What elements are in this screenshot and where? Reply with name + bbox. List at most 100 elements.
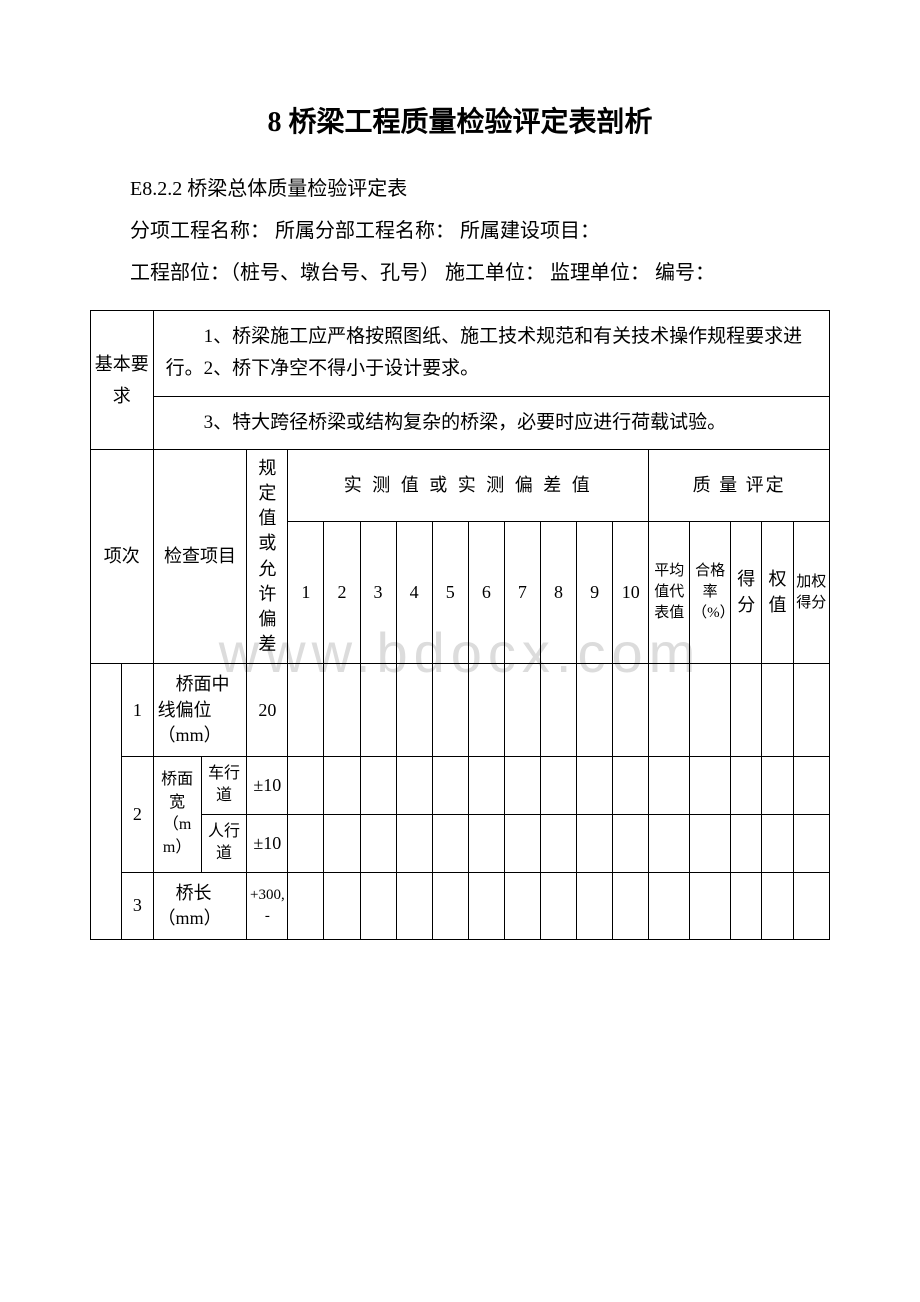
- r1-v10: [613, 664, 649, 757]
- r2b-v1: [288, 814, 324, 872]
- r1-v1: [288, 664, 324, 757]
- r2a-v1: [288, 756, 324, 814]
- r3-spec: +300,-: [247, 872, 288, 939]
- col-m5: 5: [432, 521, 468, 664]
- r1-wscore: [793, 664, 829, 757]
- r1-v5: [432, 664, 468, 757]
- r2b-v3: [360, 814, 396, 872]
- r3-avg: [649, 872, 690, 939]
- r2-sub1: 车行道: [201, 756, 247, 814]
- r1-spec: 20: [247, 664, 288, 757]
- r2-spec2: ±10: [247, 814, 288, 872]
- r1-v7: [504, 664, 540, 757]
- req-text-1: 1、桥梁施工应严格按照图纸、施工技术规范和有关技术操作规程要求进行。2、桥下净空…: [153, 311, 829, 397]
- r2b-v9: [577, 814, 613, 872]
- r2-spec1: ±10: [247, 756, 288, 814]
- r3-v4: [396, 872, 432, 939]
- document-title: 8 桥梁工程质量检验评定表剖析: [90, 100, 830, 140]
- col-m3: 3: [360, 521, 396, 664]
- r2b-v10: [613, 814, 649, 872]
- r3-item: 桥长（mm）: [153, 872, 247, 939]
- r2b-v6: [468, 814, 504, 872]
- req-row-1: 基本要求 1、桥梁施工应严格按照图纸、施工技术规范和有关技术操作规程要求进行。2…: [91, 311, 830, 397]
- r2a-v8: [540, 756, 576, 814]
- col-item: 检查项目: [153, 449, 247, 664]
- r3-v2: [324, 872, 360, 939]
- col-m1: 1: [288, 521, 324, 664]
- r1-weight: [762, 664, 793, 757]
- r1-v4: [396, 664, 432, 757]
- col-avg: 平均值代表值: [649, 521, 690, 664]
- col-seq: 项次: [91, 449, 154, 664]
- r2a-v6: [468, 756, 504, 814]
- r3-weight: [762, 872, 793, 939]
- r2b-weight: [762, 814, 793, 872]
- r2b-v8: [540, 814, 576, 872]
- r3-wscore: [793, 872, 829, 939]
- meta-line-2: 工程部位：（桩号、墩台号、孔号） 施工单位： 监理单位： 编号：: [90, 254, 830, 292]
- r2-seq: 2: [122, 756, 153, 872]
- r2a-v4: [396, 756, 432, 814]
- r1-v6: [468, 664, 504, 757]
- r2b-v2: [324, 814, 360, 872]
- col-m7: 7: [504, 521, 540, 664]
- r1-seq: 1: [122, 664, 153, 757]
- r3-v3: [360, 872, 396, 939]
- r1-item: 桥面中线偏位（mm）: [153, 664, 247, 757]
- r3-pass: [690, 872, 731, 939]
- col-quality: 质 量 评定: [649, 449, 830, 521]
- header-row-1: 项次 检查项目 规定值或允许偏差 实 测 值 或 实 测 偏 差 值 质 量 评…: [91, 449, 830, 521]
- r2b-v4: [396, 814, 432, 872]
- col-spec: 规定值或允许偏差: [247, 449, 288, 664]
- section-label: 基本要求: [91, 311, 154, 450]
- req-text-2: 3、特大跨径桥梁或结构复杂的桥梁，必要时应进行荷载试验。: [153, 396, 829, 449]
- col-m8: 8: [540, 521, 576, 664]
- col-m6: 6: [468, 521, 504, 664]
- r2a-v5: [432, 756, 468, 814]
- r2a-v7: [504, 756, 540, 814]
- col-measured: 实 测 值 或 实 测 偏 差 值: [288, 449, 649, 521]
- col-m2: 2: [324, 521, 360, 664]
- r3-v9: [577, 872, 613, 939]
- r3-seq: 3: [122, 872, 153, 939]
- r3-v6: [468, 872, 504, 939]
- col-wscore: 加权得分: [793, 521, 829, 664]
- r3-v5: [432, 872, 468, 939]
- r2a-v9: [577, 756, 613, 814]
- req-row-2: 3、特大跨径桥梁或结构复杂的桥梁，必要时应进行荷载试验。: [91, 396, 830, 449]
- r2a-pass: [690, 756, 731, 814]
- r2b-avg: [649, 814, 690, 872]
- r2-group: 桥面宽（mm）: [153, 756, 201, 872]
- data-row-1: 1 桥面中线偏位（mm） 20: [91, 664, 830, 757]
- r2a-wscore: [793, 756, 829, 814]
- r2b-wscore: [793, 814, 829, 872]
- r1-score: [731, 664, 762, 757]
- data-row-2a: 2 桥面宽（mm） 车行道 ±10: [91, 756, 830, 814]
- r2a-avg: [649, 756, 690, 814]
- evaluation-table: 基本要求 1、桥梁施工应严格按照图纸、施工技术规范和有关技术操作规程要求进行。2…: [90, 310, 830, 940]
- r3-v1: [288, 872, 324, 939]
- col-m10: 10: [613, 521, 649, 664]
- r1-v3: [360, 664, 396, 757]
- subtitle-line: E8.2.2 桥梁总体质量检验评定表: [90, 170, 830, 208]
- r2a-v10: [613, 756, 649, 814]
- r2b-v5: [432, 814, 468, 872]
- r2b-score: [731, 814, 762, 872]
- col-score: 得分: [731, 521, 762, 664]
- col-m9: 9: [577, 521, 613, 664]
- col-pass: 合格率（%）: [690, 521, 731, 664]
- data-row-3: 3 桥长（mm） +300,-: [91, 872, 830, 939]
- r3-score: [731, 872, 762, 939]
- col-weight: 权值: [762, 521, 793, 664]
- r3-v10: [613, 872, 649, 939]
- r1-v9: [577, 664, 613, 757]
- r2a-v3: [360, 756, 396, 814]
- r3-v7: [504, 872, 540, 939]
- r3-v8: [540, 872, 576, 939]
- r2a-weight: [762, 756, 793, 814]
- group-blank: [91, 664, 122, 940]
- r2a-score: [731, 756, 762, 814]
- r2b-pass: [690, 814, 731, 872]
- r2b-v7: [504, 814, 540, 872]
- col-m4: 4: [396, 521, 432, 664]
